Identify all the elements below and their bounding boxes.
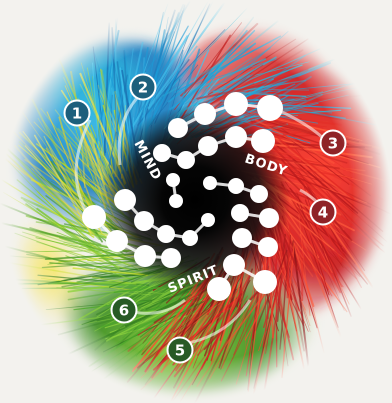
badge-1[interactable]: 1	[63, 99, 91, 127]
mind-circle[interactable]	[201, 213, 215, 227]
body-circle[interactable]	[169, 194, 183, 208]
mind-circle[interactable]	[106, 230, 128, 252]
mind-circle[interactable]	[161, 248, 181, 268]
spirit-circle[interactable]	[223, 254, 245, 276]
body-circle[interactable]	[166, 173, 180, 187]
mind-circle[interactable]	[157, 225, 175, 243]
badge-number: 1	[72, 105, 82, 123]
mind-circle[interactable]	[114, 189, 136, 211]
mind-circle[interactable]	[82, 205, 106, 229]
spirit-circle[interactable]	[259, 208, 279, 228]
body-circle[interactable]	[225, 126, 247, 148]
body-circle[interactable]	[198, 136, 218, 156]
mind-circle[interactable]	[134, 211, 154, 231]
badge-5[interactable]: 5	[166, 336, 194, 364]
badge-number: 6	[119, 302, 129, 320]
body-circle[interactable]	[224, 92, 248, 116]
badge-2[interactable]: 2	[129, 73, 157, 101]
body-circle[interactable]	[194, 103, 216, 125]
spirit-circle[interactable]	[250, 185, 268, 203]
body-circle[interactable]	[168, 118, 188, 138]
mind-circle[interactable]	[134, 245, 156, 267]
spirit-circle[interactable]	[228, 178, 244, 194]
badge-3[interactable]: 3	[319, 129, 347, 157]
badge-4[interactable]: 4	[309, 198, 337, 226]
body-circle[interactable]	[177, 151, 195, 169]
spirit-circle[interactable]	[232, 228, 252, 248]
badge-number: 3	[328, 135, 338, 153]
mind-circle[interactable]	[182, 230, 198, 246]
spirit-circle[interactable]	[258, 237, 278, 257]
spirit-circle[interactable]	[253, 270, 277, 294]
badge-number: 5	[175, 342, 185, 360]
body-circle[interactable]	[251, 129, 275, 153]
spirit-circle[interactable]	[231, 204, 249, 222]
badge-number: 4	[318, 204, 328, 222]
body-circle[interactable]	[257, 95, 283, 121]
badge-6[interactable]: 6	[110, 296, 138, 324]
spirit-circle[interactable]	[203, 176, 217, 190]
badge-number: 2	[138, 79, 148, 97]
